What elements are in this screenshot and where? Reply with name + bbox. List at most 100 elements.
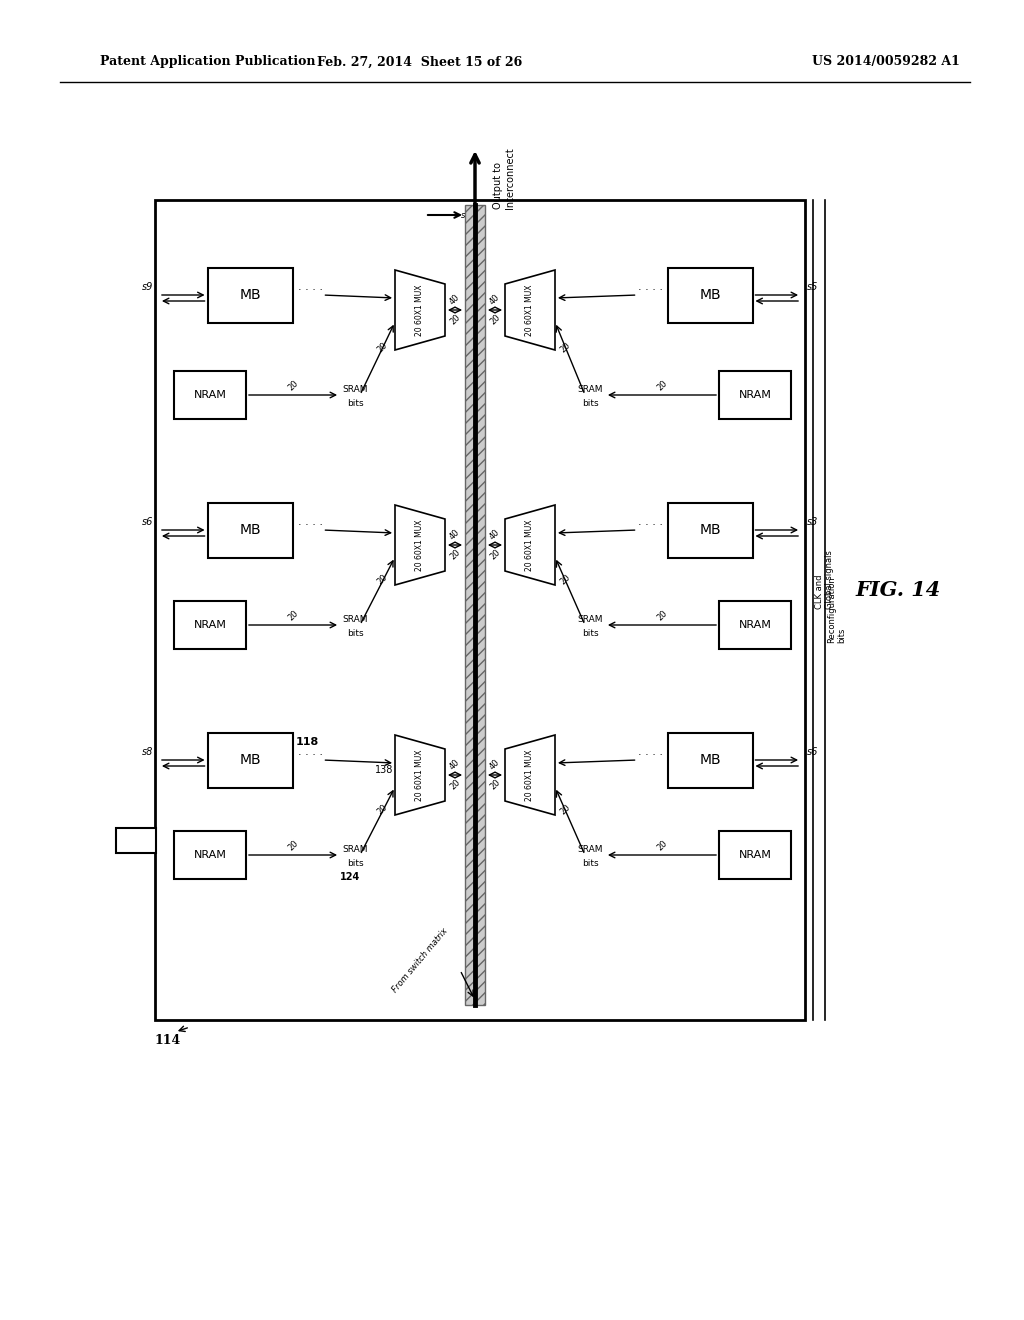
Text: SRAM: SRAM [342,385,368,395]
Text: 20: 20 [449,548,462,562]
Text: s3: s3 [807,517,818,527]
Text: Patent Application Publication: Patent Application Publication [100,55,315,69]
Text: 20 60X1 MUX: 20 60X1 MUX [525,519,535,570]
Text: 20: 20 [449,313,462,327]
Text: · · · ·: · · · · [298,750,323,760]
Bar [116,828,156,853]
Bar [155,201,805,1020]
Polygon shape [395,271,445,350]
Text: bits: bits [347,630,364,639]
Text: SRAM: SRAM [578,846,603,854]
Text: 20: 20 [558,803,571,817]
Bar [719,601,791,649]
Text: Output to
Interconnect: Output to Interconnect [493,147,515,209]
Text: 20: 20 [286,609,300,623]
Bar [668,733,753,788]
Text: 40: 40 [488,528,502,543]
Bar [174,371,246,418]
Text: s6: s6 [141,517,153,527]
Text: bits: bits [347,400,364,408]
Text: 20: 20 [558,573,571,587]
Text: SRAM: SRAM [342,846,368,854]
Text: 40: 40 [449,758,462,772]
Text: bits: bits [582,630,598,639]
Text: MB: MB [240,288,261,302]
Text: 20: 20 [488,313,502,327]
Text: MB: MB [240,752,261,767]
Text: · · · ·: · · · · [298,285,323,294]
Bar [208,733,293,788]
Text: MB: MB [240,523,261,537]
Text: bits: bits [347,859,364,869]
Polygon shape [505,735,555,814]
Text: s9: s9 [141,282,153,292]
Text: 100: 100 [133,836,156,845]
Text: NRAM: NRAM [194,620,226,630]
Text: Reconfiguration
bits: Reconfiguration bits [827,577,847,643]
Text: 40: 40 [449,528,462,543]
Bar [719,832,791,879]
Text: 40: 40 [488,293,502,306]
Bar [208,268,293,322]
Text: Feb. 27, 2014  Sheet 15 of 26: Feb. 27, 2014 Sheet 15 of 26 [317,55,522,69]
Polygon shape [505,271,555,350]
Text: 20: 20 [286,379,300,393]
Bar [668,503,753,557]
Text: MB: MB [699,523,721,537]
Text: 20: 20 [376,573,389,587]
Text: bits: bits [582,400,598,408]
Text: 20: 20 [376,803,389,817]
Bar [465,205,485,1005]
Text: 20: 20 [655,379,669,393]
Text: 20: 20 [449,777,462,792]
Text: 20 60X1 MUX: 20 60X1 MUX [525,284,535,335]
Text: MB: MB [699,752,721,767]
Text: 20 60X1 MUX: 20 60X1 MUX [416,519,425,570]
Text: NRAM: NRAM [738,389,771,400]
Text: US 2014/0059282 A1: US 2014/0059282 A1 [812,55,961,69]
Text: 20: 20 [488,548,502,562]
Text: 20: 20 [286,840,300,853]
Text: 20: 20 [376,341,389,354]
Polygon shape [395,506,445,585]
Text: · · · ·: · · · · [638,750,663,760]
Text: MB: MB [699,288,721,302]
Text: 138: 138 [375,766,393,775]
Text: s5: s5 [807,282,818,292]
Text: From switch matrix: From switch matrix [391,927,450,994]
Text: 40: 40 [449,293,462,306]
Text: NRAM: NRAM [738,620,771,630]
Text: NRAM: NRAM [738,850,771,861]
Text: 20 60X1 MUX: 20 60X1 MUX [525,750,535,801]
Text: · · · ·: · · · · [298,520,323,531]
Polygon shape [505,506,555,585]
Text: FIG. 14: FIG. 14 [855,579,940,601]
Text: 20: 20 [655,840,669,853]
Bar [174,601,246,649]
Text: 20 60X1 MUX: 20 60X1 MUX [416,284,425,335]
Text: NRAM: NRAM [194,850,226,861]
Text: 20: 20 [558,341,571,354]
Text: CLK and
Global signals: CLK and Global signals [815,550,835,610]
Text: 40: 40 [488,758,502,772]
Polygon shape [395,735,445,814]
Text: NRAM: NRAM [194,389,226,400]
Text: s8: s8 [141,747,153,756]
Text: SRAM: SRAM [342,615,368,624]
Text: 124: 124 [340,873,360,882]
Text: 20 60X1 MUX: 20 60X1 MUX [416,750,425,801]
Text: s: s [461,210,465,219]
Text: s6: s6 [807,747,818,756]
Bar [719,371,791,418]
Text: SRAM: SRAM [578,385,603,395]
Text: bits: bits [582,859,598,869]
Text: 20: 20 [655,609,669,623]
Text: SRAM: SRAM [578,615,603,624]
Text: 20: 20 [488,777,502,792]
Text: · · · ·: · · · · [638,520,663,531]
Bar [668,268,753,322]
Bar [174,832,246,879]
Text: · · · ·: · · · · [638,285,663,294]
Text: 118: 118 [296,737,318,747]
Bar [208,503,293,557]
